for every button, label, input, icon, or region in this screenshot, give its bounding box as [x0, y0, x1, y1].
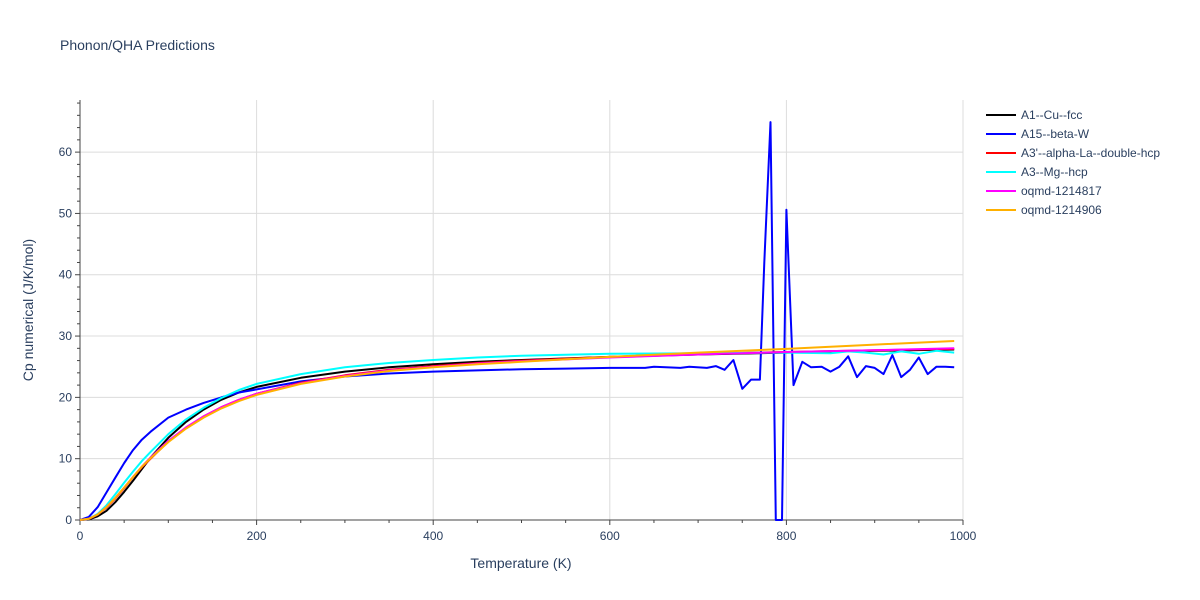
- x-axis-title: Temperature (K): [470, 555, 571, 571]
- x-tick-label: 0: [77, 529, 84, 543]
- x-tick-label: 600: [600, 529, 620, 543]
- series-line-oqmd-1214817: [79, 347, 955, 521]
- x-tick-label: 200: [247, 529, 267, 543]
- legend[interactable]: A1--Cu--fcc A15--beta-W A3'--alpha-La--dou…: [986, 108, 1160, 217]
- legend-label: A1--Cu--fcc: [1021, 108, 1082, 122]
- y-tick-label: 60: [59, 145, 73, 159]
- y-tick-label: 20: [59, 390, 73, 404]
- x-tick-label: 1000: [950, 529, 977, 543]
- grid-layer: [80, 100, 964, 520]
- series-layer: [79, 121, 955, 521]
- legend-label: A3--Mg--hcp: [1021, 165, 1088, 179]
- series-line-a15-beta-w: [79, 121, 955, 521]
- legend-label: oqmd-1214817: [1021, 184, 1102, 198]
- y-tick-label: 0: [65, 513, 72, 527]
- series-line-a3-alpha-la-double-hcp: [79, 347, 955, 521]
- legend-label: oqmd-1214906: [1021, 203, 1102, 217]
- legend-label: A3'--alpha-La--double-hcp: [1021, 146, 1160, 160]
- chart-title: Phonon/QHA Predictions: [60, 37, 215, 53]
- series-line-a1-cu-fcc: [79, 348, 955, 521]
- axis-layer: 0 200 400 600 800 1000 0 10 20 30 40 50 60: [59, 100, 977, 543]
- legend-item[interactable]: A1--Cu--fcc: [986, 108, 1082, 122]
- x-tick-label: 400: [423, 529, 443, 543]
- y-tick-label: 50: [59, 206, 73, 220]
- legend-item[interactable]: oqmd-1214817: [986, 184, 1102, 198]
- series-line-oqmd-1214906: [79, 340, 955, 521]
- legend-item[interactable]: A15--beta-W: [986, 127, 1090, 141]
- y-axis-title: Cp numerical (J/K/mol): [20, 239, 36, 381]
- x-tick-label: 800: [776, 529, 796, 543]
- series-line-a3-mg-hcp: [79, 349, 955, 521]
- legend-label: A15--beta-W: [1021, 127, 1090, 141]
- legend-item[interactable]: oqmd-1214906: [986, 203, 1102, 217]
- legend-item[interactable]: A3'--alpha-La--double-hcp: [986, 146, 1160, 160]
- y-tick-label: 30: [59, 329, 73, 343]
- y-tick-label: 10: [59, 452, 73, 466]
- y-tick-label: 40: [59, 268, 73, 282]
- legend-item[interactable]: A3--Mg--hcp: [986, 165, 1088, 179]
